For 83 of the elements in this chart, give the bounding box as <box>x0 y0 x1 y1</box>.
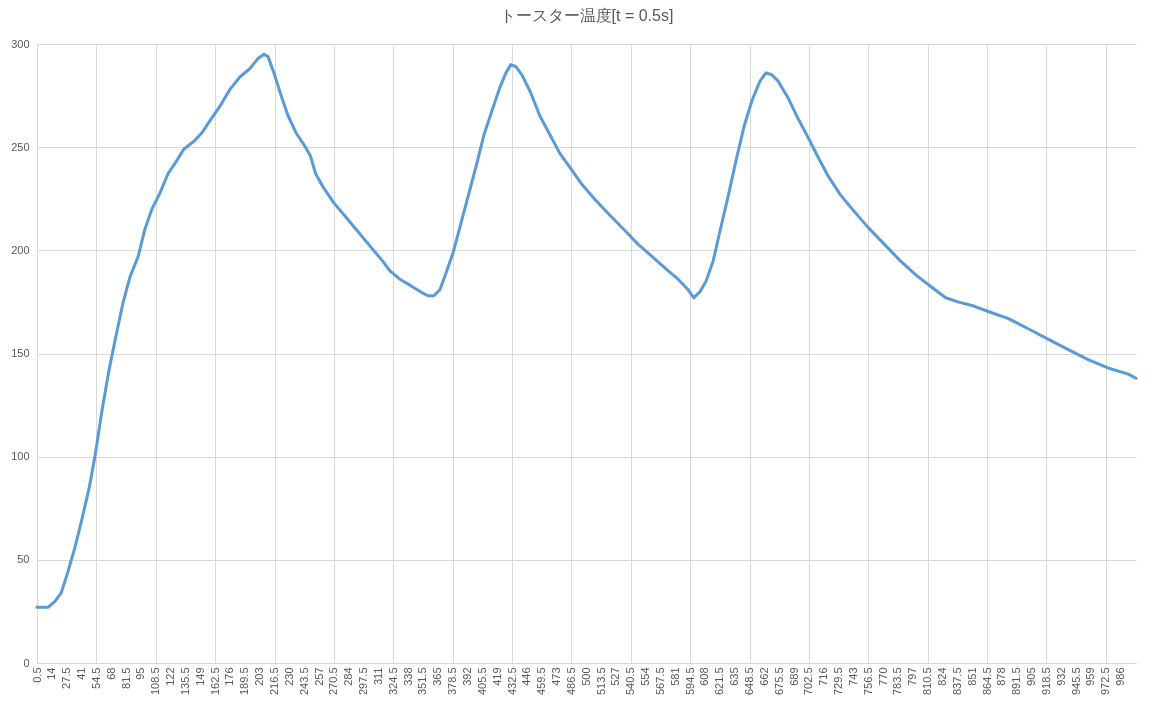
x-tick-label: 432.5 <box>505 667 518 696</box>
x-tick-label: 635 <box>728 667 741 686</box>
x-tick-label: 392 <box>460 667 473 686</box>
x-tick-label: 338 <box>401 667 414 686</box>
chart-title: トースター温度[t = 0.5s] <box>499 7 674 24</box>
x-tick-label: 864.5 <box>980 667 993 696</box>
x-tick-label: 27.5 <box>60 667 73 689</box>
x-tick-label: 554 <box>639 667 652 686</box>
x-tick-label: 419 <box>490 667 503 686</box>
x-tick-label: 311 <box>371 667 384 686</box>
x-tick-label: 351.5 <box>416 667 429 696</box>
x-tick-label: 932 <box>1054 667 1067 686</box>
x-tick-label: 810.5 <box>921 667 934 696</box>
x-tick-label: 95 <box>134 667 147 680</box>
y-tick-label: 250 <box>11 140 30 153</box>
x-tick-label: 621.5 <box>713 667 726 696</box>
x-tick-label: 14 <box>45 667 58 680</box>
x-tick-label: 270.5 <box>327 667 340 696</box>
x-tick-label: 783.5 <box>891 667 904 696</box>
x-tick-label: 851 <box>965 667 978 686</box>
y-tick-label: 0 <box>23 656 30 669</box>
x-tick-label: 203 <box>253 667 266 686</box>
x-tick-label: 743 <box>846 667 859 686</box>
x-tick-label: 959 <box>1084 667 1097 686</box>
x-tick-label: 986 <box>1114 667 1127 686</box>
x-tick-label: 365 <box>431 667 444 686</box>
x-tick-label: 459.5 <box>535 667 548 696</box>
y-tick-label: 200 <box>11 243 30 256</box>
x-tick-label: 68 <box>104 667 117 680</box>
x-tick-label: 945.5 <box>1069 667 1082 696</box>
x-tick-label: 176 <box>223 667 236 686</box>
x-tick-label: 797 <box>906 667 919 686</box>
y-tick-label: 150 <box>11 347 30 359</box>
x-tick-label: 918.5 <box>1039 667 1052 696</box>
x-tick-label: 284 <box>342 667 355 686</box>
x-tick-label: 905 <box>1025 667 1038 686</box>
x-tick-label: 189.5 <box>238 667 251 696</box>
x-tick-label: 824 <box>935 667 948 686</box>
x-tick-label: 486.5 <box>564 667 577 696</box>
x-tick-label: 716 <box>817 667 830 686</box>
x-tick-label: 837.5 <box>950 667 963 696</box>
x-tick-label: 162.5 <box>208 667 221 696</box>
x-tick-label: 567.5 <box>653 667 666 696</box>
x-tick-label: 446 <box>520 667 533 686</box>
x-tick-label: 405.5 <box>475 667 488 696</box>
x-tick-label: 257 <box>312 667 325 686</box>
y-tick-label: 50 <box>17 553 30 566</box>
x-tick-label: 594.5 <box>683 667 696 696</box>
x-tick-label: 54.5 <box>89 667 102 689</box>
x-tick-label: 756.5 <box>861 667 874 696</box>
x-tick-label: 513.5 <box>594 667 607 696</box>
x-tick-label: 135.5 <box>178 667 191 696</box>
x-tick-label: 648.5 <box>743 667 756 696</box>
x-tick-label: 540.5 <box>624 667 637 696</box>
x-tick-label: 149 <box>193 667 206 686</box>
x-tick-label: 675.5 <box>772 667 785 696</box>
x-tick-label: 216.5 <box>268 667 280 696</box>
x-tick-label: 41 <box>75 667 88 680</box>
x-tick-label: 378.5 <box>446 667 459 696</box>
x-tick-label: 297.5 <box>357 667 370 696</box>
x-tick-label: 230 <box>282 667 295 686</box>
x-tick-label: 324.5 <box>386 667 399 696</box>
x-tick-label: 729.5 <box>832 667 845 696</box>
y-tick-label: 100 <box>11 450 30 463</box>
x-tick-label: 770 <box>876 667 889 686</box>
x-tick-label: 581 <box>668 667 681 686</box>
y-tick-label: 300 <box>11 37 30 50</box>
x-tick-label: 878 <box>995 667 1008 686</box>
x-tick-label: 473 <box>550 667 563 686</box>
x-tick-label: 972.5 <box>1099 667 1112 696</box>
x-tick-label: 891.5 <box>1010 667 1023 696</box>
x-tick-label: 122 <box>164 667 177 686</box>
x-tick-label: 662 <box>757 667 770 686</box>
x-tick-label: 702.5 <box>802 667 815 696</box>
x-tick-label: 500 <box>579 667 592 686</box>
x-tick-label: 689 <box>787 667 800 686</box>
line-series <box>35 52 1138 609</box>
x-tick-label: 527 <box>609 667 622 686</box>
x-tick-label: 81.5 <box>119 667 132 689</box>
x-tick-label: 0.5 <box>30 667 43 683</box>
x-tick-label: 243.5 <box>297 667 310 696</box>
x-tick-label: 108.5 <box>149 667 162 696</box>
x-tick-label: 608 <box>698 667 711 686</box>
